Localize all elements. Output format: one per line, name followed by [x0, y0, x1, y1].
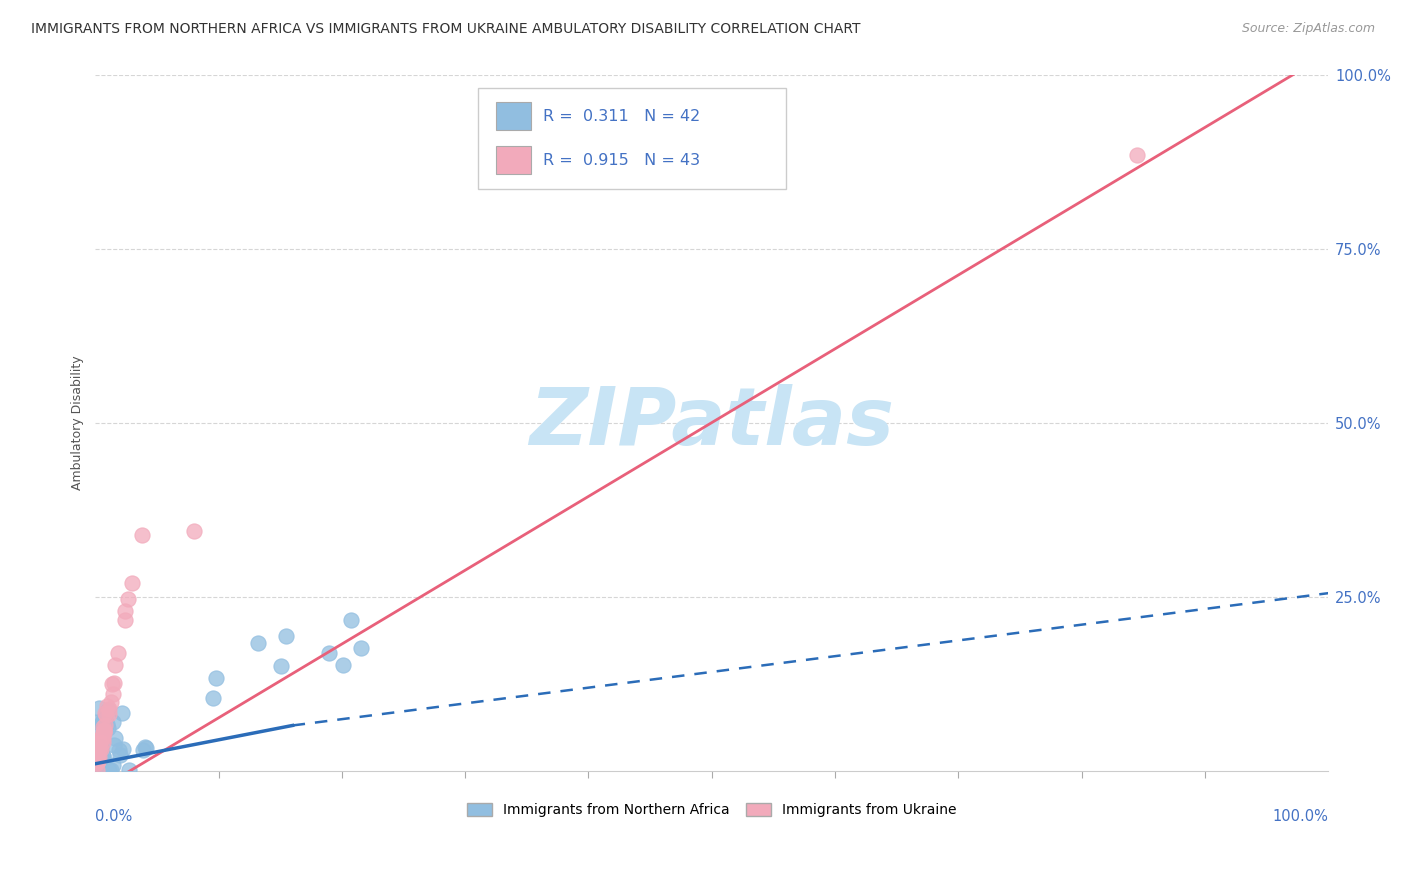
Point — [114, 604, 136, 618]
Point — [89, 741, 111, 756]
FancyBboxPatch shape — [496, 146, 530, 174]
Point — [90, 742, 112, 756]
Text: IMMIGRANTS FROM NORTHERN AFRICA VS IMMIGRANTS FROM UKRAINE AMBULATORY DISABILITY: IMMIGRANTS FROM NORTHERN AFRICA VS IMMIG… — [31, 22, 860, 37]
Text: R =  0.311   N = 42: R = 0.311 N = 42 — [543, 109, 700, 124]
Point — [110, 747, 132, 762]
Point — [100, 763, 122, 777]
Point — [86, 748, 108, 763]
Point — [101, 758, 124, 772]
Point — [274, 629, 297, 643]
Point — [97, 721, 120, 735]
Point — [87, 701, 110, 715]
Point — [107, 743, 129, 757]
Point — [94, 708, 117, 723]
Point — [131, 528, 153, 542]
Point — [183, 524, 205, 538]
Point — [202, 690, 225, 705]
Point — [87, 750, 110, 764]
Point — [90, 731, 112, 746]
Point — [98, 706, 121, 721]
Point — [98, 701, 121, 715]
Point — [114, 613, 136, 627]
Point — [93, 726, 115, 740]
Point — [87, 749, 110, 764]
Point — [86, 763, 108, 777]
Point — [101, 677, 124, 691]
Point — [94, 706, 117, 721]
Point — [90, 763, 112, 777]
Point — [135, 741, 157, 756]
Point — [134, 739, 156, 754]
FancyBboxPatch shape — [496, 103, 530, 130]
Point — [318, 647, 340, 661]
Point — [91, 731, 114, 745]
Point — [97, 703, 120, 717]
Point — [86, 720, 108, 734]
Point — [91, 731, 114, 746]
Point — [117, 591, 139, 606]
Y-axis label: Ambulatory Disability: Ambulatory Disability — [72, 355, 84, 490]
Point — [87, 754, 110, 768]
Point — [1126, 147, 1149, 161]
Point — [96, 699, 118, 714]
Point — [118, 763, 141, 777]
Point — [91, 720, 114, 734]
Point — [332, 658, 354, 673]
Point — [86, 747, 108, 761]
Text: 100.0%: 100.0% — [1272, 809, 1329, 824]
Point — [89, 733, 111, 747]
Text: 0.0%: 0.0% — [96, 809, 132, 824]
Point — [204, 671, 226, 685]
Point — [270, 658, 292, 673]
Point — [86, 760, 108, 774]
Point — [91, 725, 114, 739]
Point — [91, 714, 114, 728]
Point — [93, 723, 115, 737]
Point — [104, 657, 127, 672]
Point — [101, 714, 124, 729]
Point — [350, 641, 373, 656]
Point — [111, 742, 134, 756]
Point — [91, 715, 114, 730]
Point — [132, 743, 155, 757]
Point — [89, 740, 111, 755]
FancyBboxPatch shape — [478, 88, 786, 189]
Point — [89, 742, 111, 756]
Point — [96, 717, 118, 731]
Point — [107, 646, 129, 660]
Point — [91, 748, 114, 763]
Point — [246, 636, 269, 650]
Point — [89, 761, 111, 775]
Point — [340, 613, 363, 627]
Point — [87, 741, 110, 756]
Point — [86, 750, 108, 764]
Point — [91, 753, 114, 767]
Point — [103, 738, 125, 752]
Point — [86, 763, 108, 777]
Point — [87, 714, 110, 729]
Point — [86, 747, 108, 761]
Text: R =  0.915   N = 43: R = 0.915 N = 43 — [543, 153, 700, 168]
Point — [94, 718, 117, 732]
Point — [97, 763, 120, 777]
Legend: Immigrants from Northern Africa, Immigrants from Ukraine: Immigrants from Northern Africa, Immigra… — [461, 797, 962, 823]
Text: Source: ZipAtlas.com: Source: ZipAtlas.com — [1241, 22, 1375, 36]
Point — [90, 732, 112, 747]
Point — [93, 723, 115, 738]
Point — [104, 731, 127, 745]
Point — [86, 763, 108, 777]
Point — [86, 756, 108, 771]
Point — [93, 748, 115, 763]
Point — [93, 735, 115, 749]
Point — [103, 687, 125, 701]
Point — [110, 706, 132, 720]
Point — [93, 724, 115, 739]
Text: ZIPatlas: ZIPatlas — [529, 384, 894, 462]
Point — [89, 731, 111, 746]
Point — [103, 676, 125, 690]
Point — [100, 695, 122, 709]
Point — [121, 576, 143, 591]
